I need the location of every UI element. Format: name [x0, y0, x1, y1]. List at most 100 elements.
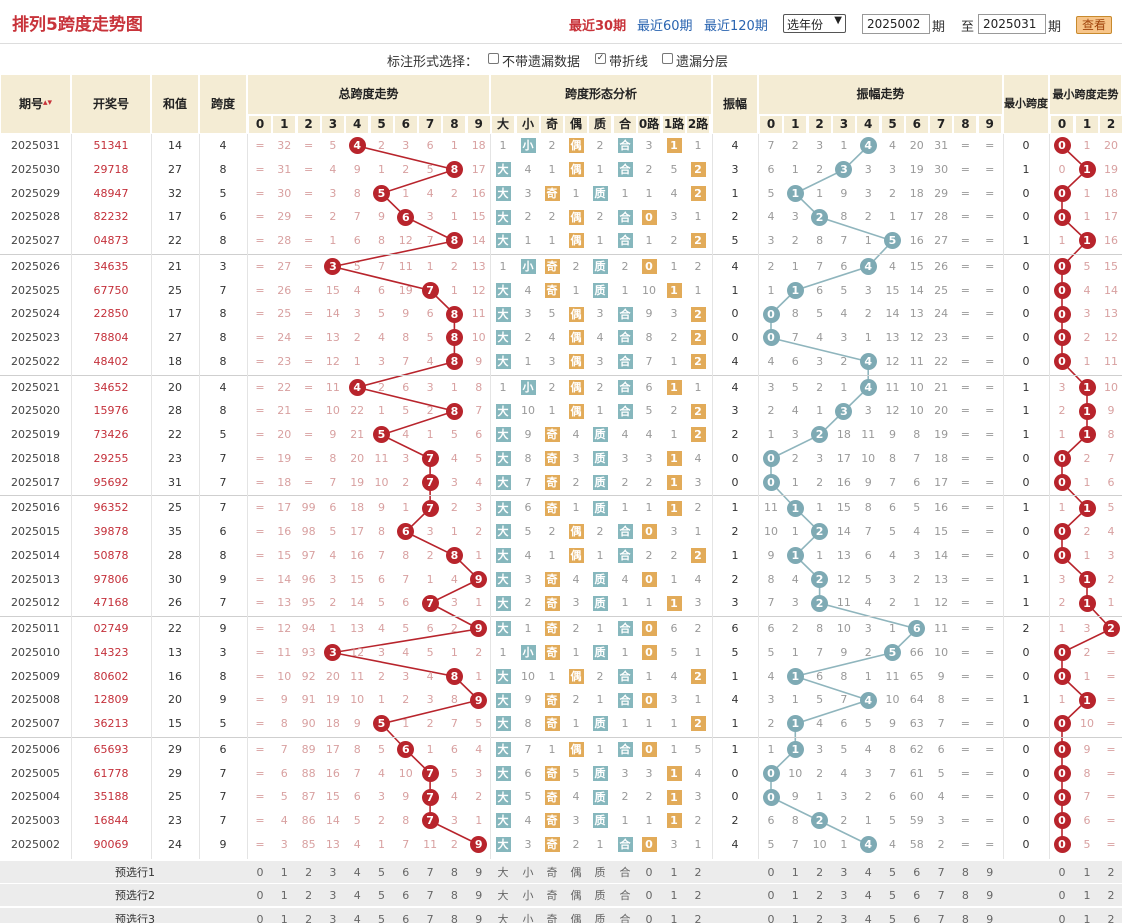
preselect-digit[interactable]: 4	[353, 912, 361, 923]
issue-number[interactable]: 2025031	[11, 139, 60, 152]
preselect-digit[interactable]: 2	[305, 865, 313, 879]
preselect-digit[interactable]: 1	[280, 865, 288, 879]
issue-number[interactable]: 2025023	[11, 331, 60, 344]
preselect-digit[interactable]: 7	[426, 865, 434, 879]
preselect-shape[interactable]: 大	[497, 912, 509, 923]
preselect-digit[interactable]: 1	[280, 912, 288, 923]
preselect-shape[interactable]: 合	[619, 865, 631, 879]
issue-number[interactable]: 2025003	[11, 814, 60, 827]
issue-number[interactable]: 2025008	[11, 693, 60, 707]
preselect-min[interactable]: 1	[1083, 912, 1091, 923]
issue-number[interactable]: 2025030	[11, 162, 60, 176]
preselect-shape[interactable]: 0	[645, 865, 653, 879]
issue-number[interactable]: 2025019	[11, 428, 60, 441]
preselect-amp-digit[interactable]: 4	[864, 865, 872, 879]
preselect-digit[interactable]: 3	[329, 889, 337, 902]
preselect-shape[interactable]: 大	[497, 889, 509, 902]
preselect-amp-digit[interactable]: 1	[791, 865, 799, 879]
issue-number[interactable]: 2025022	[11, 354, 60, 368]
recent-60-link[interactable]: 最近60期	[637, 19, 693, 34]
preselect-digit[interactable]: 5	[378, 889, 385, 902]
preselect-digit[interactable]: 8	[450, 889, 458, 902]
preselect-amp-digit[interactable]: 5	[889, 912, 896, 923]
preselect-shape[interactable]: 0	[645, 889, 653, 902]
preselect-amp-digit[interactable]: 1	[791, 912, 799, 923]
preselect-shape[interactable]: 2	[694, 912, 702, 923]
preselect-min[interactable]: 2	[1107, 889, 1115, 902]
preselect-shape[interactable]: 质	[594, 889, 606, 902]
preselect-shape[interactable]: 偶	[570, 865, 582, 879]
preselect-digit[interactable]: 4	[353, 865, 361, 879]
preselect-shape[interactable]: 偶	[570, 889, 582, 902]
issue-number[interactable]: 2025021	[11, 380, 60, 394]
issue-number[interactable]: 2025029	[11, 186, 60, 200]
preselect-shape[interactable]: 2	[694, 865, 702, 879]
preselect-min[interactable]: 1	[1083, 865, 1091, 879]
preselect-min[interactable]: 1	[1083, 889, 1091, 902]
preselect-digit[interactable]: 2	[305, 912, 313, 923]
query-button[interactable]: 查看	[1076, 16, 1112, 34]
issue-number[interactable]: 2025024	[11, 307, 60, 321]
issue-number[interactable]: 2025016	[11, 501, 60, 515]
preselect-amp-digit[interactable]: 1	[791, 889, 799, 902]
issue-number[interactable]: 2025020	[11, 404, 60, 418]
preselect-min[interactable]: 0	[1058, 912, 1066, 923]
issue-number[interactable]: 2025011	[11, 622, 60, 635]
preselect-shape[interactable]: 0	[645, 912, 653, 923]
preselect-digit[interactable]: 5	[378, 865, 385, 879]
preselect-shape[interactable]: 奇	[546, 889, 558, 902]
preselect-amp-digit[interactable]: 4	[864, 889, 872, 902]
to-issue-input[interactable]: 2025031	[978, 14, 1046, 34]
preselect-amp-digit[interactable]: 7	[937, 865, 945, 879]
preselect-digit[interactable]: 5	[378, 912, 385, 923]
preselect-row[interactable]: 预选行1 0 0 1 1 2 2 3 3 4 4 5 5 6 6 7 7 8 8 9 9 大小奇偶质合 0 1 2 0 1 2	[0, 860, 1122, 884]
preselect-amp-digit[interactable]: 9	[986, 912, 994, 923]
preselect-digit[interactable]: 2	[305, 889, 313, 902]
issue-number[interactable]: 2025002	[11, 837, 60, 851]
preselect-amp-digit[interactable]: 7	[937, 912, 945, 923]
preselect-amp-digit[interactable]: 3	[840, 912, 848, 923]
issue-number[interactable]: 2025006	[11, 742, 60, 756]
preselect-amp-digit[interactable]: 6	[913, 865, 921, 879]
preselect-amp-digit[interactable]: 2	[816, 912, 824, 923]
preselect-digit[interactable]: 6	[402, 865, 410, 879]
issue-number[interactable]: 2025017	[11, 475, 60, 489]
preselect-amp-digit[interactable]: 9	[986, 889, 994, 902]
preselect-digit[interactable]: 3	[329, 912, 337, 923]
preselect-amp-digit[interactable]: 3	[840, 889, 848, 902]
issue-number[interactable]: 2025005	[11, 766, 60, 780]
preselect-digit[interactable]: 1	[280, 889, 288, 902]
preselect-digit[interactable]: 7	[426, 912, 434, 923]
preselect-amp-digit[interactable]: 8	[961, 912, 969, 923]
preselect-shape[interactable]: 偶	[570, 912, 582, 923]
preselect-min[interactable]: 0	[1058, 865, 1066, 879]
preselect-digit[interactable]: 3	[329, 865, 337, 879]
preselect-digit[interactable]: 6	[402, 889, 410, 902]
preselect-amp-digit[interactable]: 4	[864, 912, 872, 923]
preselect-amp-digit[interactable]: 0	[767, 889, 775, 902]
preselect-amp-digit[interactable]: 0	[767, 865, 775, 879]
preselect-min[interactable]: 2	[1107, 912, 1115, 923]
issue-number[interactable]: 2025028	[11, 210, 60, 224]
preselect-amp-digit[interactable]: 2	[816, 865, 824, 879]
issue-number[interactable]: 2025027	[11, 234, 60, 247]
from-issue-input[interactable]: 2025002	[862, 14, 930, 34]
recent-120-link[interactable]: 最近120期	[704, 19, 768, 34]
preselect-digit[interactable]: 9	[475, 912, 483, 923]
preselect-row[interactable]: 预选行3 0 0 1 1 2 2 3 3 4 4 5 5 6 6 7 7 8 8 9 9 大 小 奇 偶 质 合 0 1 2 0 1 2	[0, 907, 1122, 923]
issue-number[interactable]: 2025014	[11, 548, 60, 562]
issue-number[interactable]: 2025018	[11, 451, 60, 465]
preselect-shape[interactable]: 奇	[546, 865, 558, 879]
preselect-amp-digit[interactable]: 7	[937, 889, 945, 902]
checkbox-polyline[interactable]: ✓	[595, 53, 606, 64]
preselect-amp-digit[interactable]: 8	[961, 865, 969, 879]
preselect-amp-digit[interactable]: 6	[913, 889, 921, 902]
preselect-shape[interactable]: 质	[594, 912, 606, 923]
preselect-shape[interactable]: 奇	[546, 912, 558, 923]
preselect-shape[interactable]: 1	[670, 889, 678, 902]
preselect-shape[interactable]: 1	[670, 865, 678, 879]
preselect-shape[interactable]: 大	[497, 865, 509, 879]
preselect-shape[interactable]: 小	[522, 865, 534, 879]
issue-number[interactable]: 2025012	[11, 596, 60, 610]
preselect-digit[interactable]: 8	[450, 912, 458, 923]
